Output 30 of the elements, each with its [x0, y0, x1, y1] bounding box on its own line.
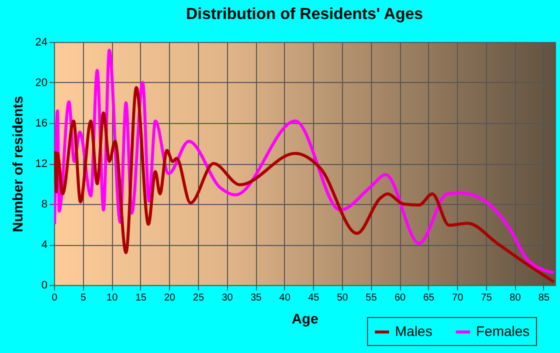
x-tick-label: 55 — [366, 292, 378, 304]
x-tick-label: 35 — [250, 292, 262, 304]
x-tick-label: 70 — [452, 292, 464, 304]
x-tick-label: 60 — [394, 292, 406, 304]
y-tick-label: 16 — [35, 118, 48, 130]
x-tick-label: 50 — [336, 292, 348, 304]
chart-title: Distribution of Residents' Ages — [186, 6, 424, 23]
x-tick-label: 65 — [423, 292, 435, 304]
x-tick-label: 85 — [538, 292, 550, 304]
x-tick-label: 20 — [164, 292, 176, 304]
y-tick-label: 8 — [41, 198, 48, 210]
x-tick-label: 30 — [222, 292, 234, 304]
y-tick-label: 24 — [35, 36, 48, 48]
y-tick-label: 20 — [35, 77, 48, 89]
y-tick-label: 12 — [35, 158, 48, 170]
x-tick-label: 25 — [192, 292, 204, 304]
y-tick-label: 4 — [41, 239, 48, 251]
y-axis-title: Number of residents — [9, 96, 26, 232]
x-tick-label: 0 — [52, 292, 58, 304]
x-tick-label: 80 — [510, 292, 522, 304]
x-tick-label: 45 — [308, 292, 320, 304]
x-tick-label: 40 — [279, 292, 291, 304]
x-tick-label: 5 — [80, 292, 87, 304]
legend-label: Males — [395, 323, 432, 339]
x-tick-label: 15 — [135, 292, 147, 304]
x-tick-label: 10 — [106, 292, 118, 304]
legend-label: Females — [476, 323, 530, 339]
x-axis-title: Age — [292, 310, 318, 326]
x-tick-label: 75 — [480, 292, 492, 304]
y-tick-label: 0 — [41, 280, 48, 292]
